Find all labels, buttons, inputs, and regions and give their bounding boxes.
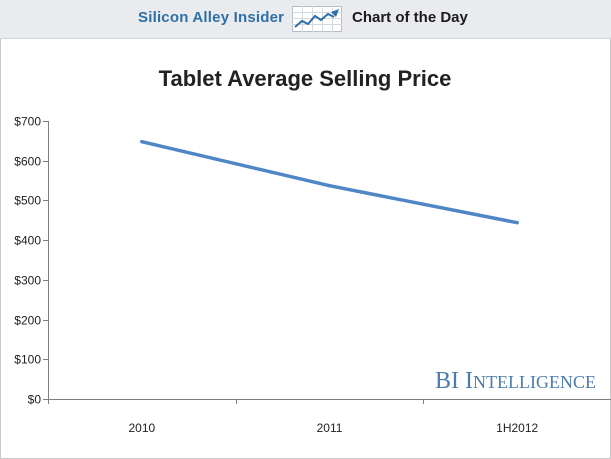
y-tick-label: $200: [14, 314, 41, 328]
header-banner: Silicon Alley Insider Chart of the Day: [0, 0, 611, 39]
data-point: [327, 183, 332, 188]
brand-title: Silicon Alley Insider: [138, 9, 285, 26]
watermark-word-rest: NTELLIGENCE: [473, 372, 596, 392]
line-chart-trend-icon: [292, 6, 342, 32]
y-axis: $0 $100 $200 $300 $400 $500 $600 $700: [14, 115, 49, 407]
chart-title: Tablet Average Selling Price: [159, 66, 452, 91]
x-tick-label: 2011: [317, 421, 343, 435]
watermark-word-first: I: [465, 368, 473, 394]
y-tick-label: $100: [14, 353, 41, 367]
data-point: [140, 139, 144, 144]
y-tick-label: $300: [14, 274, 41, 288]
x-tick-label: 1H2012: [496, 421, 538, 435]
series-group: [140, 139, 519, 225]
y-tick-label: $600: [14, 155, 41, 169]
line-chart: Tablet Average Selling Price $0$100$200$…: [14, 66, 611, 435]
chart-of-the-day-label: Chart of the Day: [352, 9, 468, 26]
y-tick-label: $400: [14, 234, 41, 248]
watermark-initials: BI: [435, 368, 459, 394]
y-tick-label: $700: [14, 115, 41, 129]
series-line: [141, 139, 518, 225]
y-tick-label: $0: [28, 393, 42, 407]
bi-intelligence-watermark: BI INTELLIGENCE: [435, 368, 596, 394]
data-point: [515, 220, 519, 225]
x-tick-label: 2010: [128, 421, 155, 435]
y-tick-label: $500: [14, 194, 41, 208]
x-axis: 2010 2011 1H2012: [48, 399, 611, 435]
